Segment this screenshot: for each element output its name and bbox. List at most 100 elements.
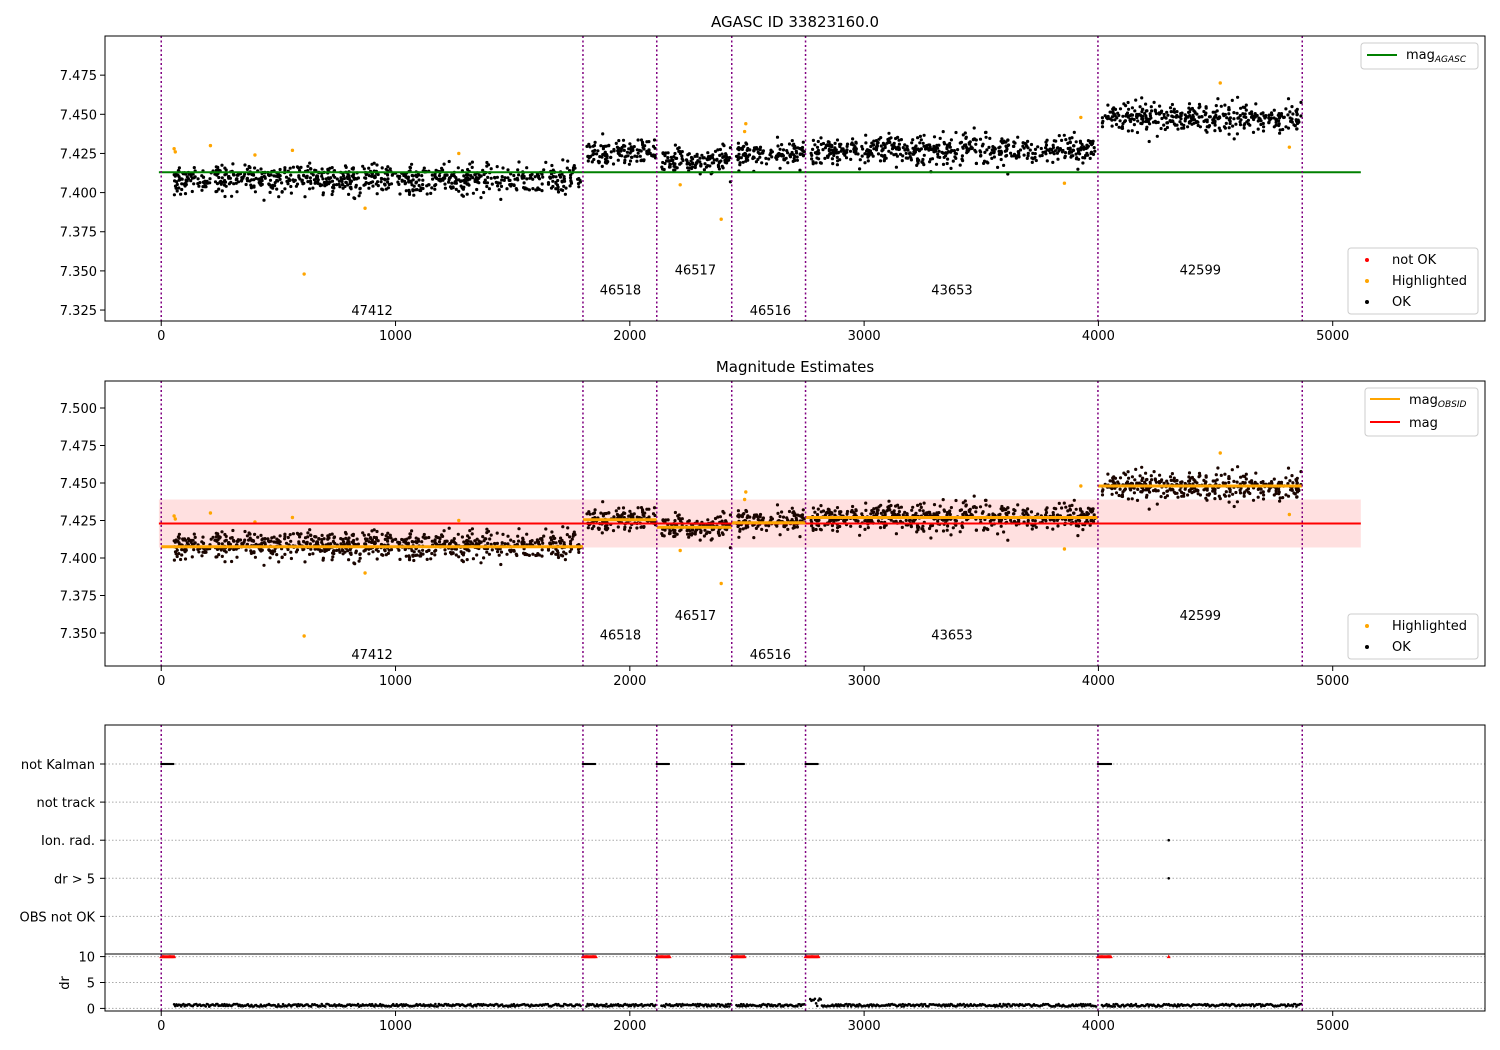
ok-point bbox=[1189, 116, 1193, 120]
ok-point bbox=[507, 178, 511, 182]
ok-point bbox=[1168, 475, 1173, 479]
ok-point bbox=[588, 145, 592, 149]
ok-point bbox=[219, 548, 223, 552]
ok-point bbox=[512, 540, 516, 544]
ok-point bbox=[680, 154, 684, 158]
ok-point bbox=[299, 165, 303, 169]
highlighted-point bbox=[744, 121, 748, 126]
ok-point bbox=[1235, 132, 1239, 136]
ok-point bbox=[1012, 140, 1016, 144]
ok-point bbox=[509, 182, 514, 186]
ok-point bbox=[443, 548, 447, 552]
ok-point bbox=[1125, 480, 1130, 484]
ok-point bbox=[1140, 490, 1144, 494]
ok-point bbox=[987, 513, 991, 517]
ok-point bbox=[887, 138, 891, 142]
ok-point bbox=[1188, 114, 1192, 118]
ok-point bbox=[515, 553, 519, 558]
ok-point bbox=[636, 151, 640, 155]
ok-point bbox=[652, 506, 657, 510]
legend-label-mag: mag bbox=[1409, 416, 1438, 431]
ok-point bbox=[335, 548, 339, 553]
ok-point bbox=[911, 505, 915, 509]
ok-point bbox=[278, 167, 282, 172]
ok-point bbox=[790, 506, 794, 510]
ok-point bbox=[1248, 491, 1252, 496]
ok-point bbox=[537, 187, 541, 191]
ok-point bbox=[1231, 124, 1235, 128]
ok-point bbox=[885, 141, 889, 145]
ok-point bbox=[1007, 143, 1011, 147]
ok-point bbox=[542, 168, 546, 172]
ok-point bbox=[1022, 153, 1026, 157]
ok-point bbox=[958, 141, 962, 145]
ok-point bbox=[623, 527, 627, 531]
ok-point bbox=[1234, 122, 1238, 126]
ok-point bbox=[1127, 107, 1131, 111]
ok-point bbox=[288, 533, 292, 537]
ok-point bbox=[627, 514, 631, 518]
ok-point bbox=[1005, 145, 1009, 149]
ok-point bbox=[1186, 125, 1190, 129]
ok-point bbox=[701, 156, 705, 160]
ok-point bbox=[268, 190, 272, 194]
ok-point bbox=[596, 159, 601, 163]
ok-point bbox=[600, 155, 604, 159]
y-tick-label: 7.350 bbox=[60, 265, 97, 280]
ok-point bbox=[1031, 524, 1035, 528]
ok-point bbox=[408, 535, 412, 539]
ok-point bbox=[941, 162, 946, 166]
highlighted-point bbox=[457, 151, 461, 156]
ok-point bbox=[1297, 120, 1301, 124]
ok-point bbox=[260, 548, 264, 552]
ok-point bbox=[1066, 141, 1070, 145]
ok-point bbox=[179, 192, 183, 196]
ok-point bbox=[447, 159, 451, 164]
ok-point bbox=[1215, 109, 1219, 113]
ok-point bbox=[417, 178, 421, 182]
ok-point bbox=[1178, 488, 1182, 492]
ok-point bbox=[294, 550, 298, 554]
ok-point bbox=[883, 511, 887, 515]
ok-point bbox=[831, 162, 835, 166]
ok-point bbox=[760, 161, 764, 165]
ok-point bbox=[798, 168, 802, 172]
ok-point bbox=[708, 530, 712, 535]
ok-point bbox=[901, 513, 905, 517]
ok-point bbox=[628, 159, 633, 163]
ok-point bbox=[442, 162, 446, 166]
ok-point bbox=[708, 164, 712, 168]
ok-point bbox=[379, 176, 383, 181]
ok-point bbox=[259, 167, 263, 171]
ok-point bbox=[898, 519, 903, 523]
flag-point bbox=[742, 762, 746, 766]
flag-point bbox=[1167, 838, 1171, 842]
ok-point bbox=[427, 535, 431, 540]
ok-point bbox=[1227, 500, 1231, 504]
ok-point bbox=[562, 550, 566, 554]
ok-point bbox=[244, 548, 248, 552]
ok-point bbox=[811, 528, 815, 533]
ok-point bbox=[183, 192, 188, 196]
ok-point bbox=[551, 179, 555, 183]
ok-point bbox=[698, 156, 702, 160]
ok-point bbox=[388, 167, 392, 171]
flag-point bbox=[172, 762, 175, 766]
ok-point bbox=[875, 509, 879, 513]
ok-point bbox=[1068, 140, 1072, 144]
ok-point bbox=[780, 510, 784, 514]
ok-point bbox=[262, 541, 266, 545]
ok-point bbox=[544, 160, 548, 164]
ok-point bbox=[457, 189, 461, 193]
ok-point bbox=[1100, 121, 1104, 125]
ok-point bbox=[1176, 127, 1180, 131]
ok-point bbox=[632, 145, 636, 149]
ok-point bbox=[1213, 497, 1217, 501]
obsid-label: 46518 bbox=[600, 284, 641, 299]
ok-point bbox=[737, 156, 742, 160]
ok-point bbox=[642, 158, 646, 162]
ok-point bbox=[1126, 470, 1130, 474]
dr-point bbox=[728, 1005, 731, 1008]
ok-point bbox=[231, 172, 236, 176]
ok-point bbox=[1070, 136, 1074, 140]
